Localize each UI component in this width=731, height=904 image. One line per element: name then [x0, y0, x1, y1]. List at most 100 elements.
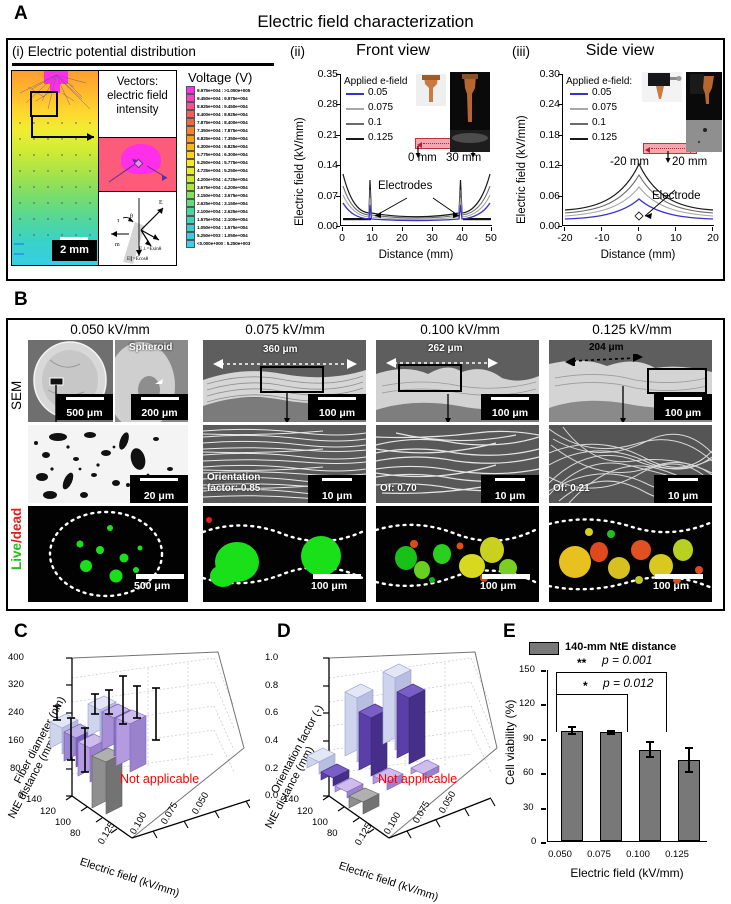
colorbar-row-12: 3.675e+004 : 4.200e+004 — [186, 183, 286, 192]
colorbar-swatch-19 — [186, 239, 195, 248]
voltage-colorbar: Voltage (V) 9.975e+004 : >1.050e+005 9.45… — [186, 70, 286, 266]
panel-c-ytick-5: 400 — [8, 652, 24, 663]
vectors-caption: Vectors: electric field intensity — [98, 71, 176, 137]
colorbar-range-0: 9.975e+004 : >1.050e+005 — [197, 87, 251, 93]
chart-iii-ytick-0: 0.00 — [539, 220, 560, 232]
panel-d-ytick-1: 0.2 — [265, 763, 279, 774]
colorbar-swatch-6 — [186, 134, 195, 143]
colorbar-swatch-4 — [186, 118, 195, 127]
roi-box-1 — [260, 366, 324, 393]
chart-iii-xtick-0: -20 — [557, 232, 573, 244]
panel-e-ytick-4: 120 — [519, 698, 535, 709]
errorbar-0075 — [607, 730, 614, 735]
panel-e-legend-label: 140-mm NtE distance — [565, 641, 677, 653]
width-arrow-2 — [386, 358, 498, 368]
colorbar-range-19: <0.000e+000 : 5.250e+003 — [197, 241, 251, 247]
orientation-factor-note-1: Orientation factor: 0.85 — [207, 472, 261, 494]
panel-d-axes-and-bars — [306, 651, 498, 839]
chart-ii-legend-swatch-3 — [346, 138, 364, 140]
bar-0100 — [639, 750, 661, 841]
colorbar-range-4: 7.875e+004 : 8.400e+004 — [197, 119, 248, 125]
chart-iii-plot-area — [562, 74, 714, 226]
colorbar-swatch-8 — [186, 150, 195, 159]
bar-d-80-0125 — [348, 787, 380, 815]
panel-e-ytick-5: 150 — [519, 664, 535, 675]
panel-c-ztick-0: 140 — [26, 794, 42, 805]
chart-ii-legend-label-0: 0.05 — [368, 87, 388, 98]
colorbar-range-10: 4.725e+004 : 5.250e+004 — [197, 168, 248, 174]
livedead-scalebar-label-1: 100 μm — [311, 580, 348, 592]
scalebar-line — [60, 237, 88, 241]
zoom-scalebar-3: 10 μm — [654, 475, 712, 503]
sem-overview-img-0a: 500 μm — [28, 340, 113, 422]
significance-p-2: p = 0.012 — [603, 676, 654, 690]
scalebar-0b: 200 μm — [131, 394, 188, 420]
panel-d-orientation-factor-3d-chart: D Orientation factor (-) NtE distance (m… — [245, 620, 498, 904]
colorbar-range-15: 2.100e+004 : 2.625e+004 — [197, 208, 248, 214]
sem-zoom-img-2: Of: 0.70 10 μm — [376, 425, 539, 503]
chart-iii-legend-swatch-2 — [570, 123, 588, 125]
colorbar-row-8: 5.775e+004 : 6.300e+004 — [186, 150, 286, 159]
chart-iii-annot-minus20mm: -20 mm — [610, 156, 649, 168]
panel-b-col-header-3: 0.125 kV/mm — [592, 322, 672, 337]
colorbar-row-16: 1.575e+004 : 2.100e+004 — [186, 215, 286, 224]
chart-iii-distance-tick — [665, 151, 671, 163]
chart-ii-legend-swatch-2 — [346, 123, 364, 125]
chart-ii-legend-label-2: 0.1 — [368, 117, 382, 128]
zoom-region-box — [30, 91, 58, 117]
colorbar-swatch-13 — [186, 191, 195, 200]
potential-field-map: 2 mm — [12, 71, 98, 265]
sem-zoom-img-0: 20 μm — [28, 425, 188, 503]
chart-iii-xtick-2: 0 — [636, 232, 642, 244]
chart-ii-xlabel: Distance (mm) — [378, 249, 454, 261]
chart-iii-curves — [564, 162, 714, 221]
panel-b-col-header-1: 0.075 kV/mm — [245, 322, 325, 337]
svg-text:E: E — [159, 200, 163, 206]
roi-box-3 — [647, 368, 707, 394]
bar-d-100-0125 — [334, 777, 364, 799]
vector-decomposition-diagram: E θ τ m E⊥=Esinθ E∥=Ecosθ — [98, 191, 176, 265]
panel-d-ytick-0: 0.0 — [265, 790, 279, 801]
side-view-chart: Electric field (kV/mm) 0.30 0.24 0.18 0.… — [512, 66, 722, 271]
width-label-2: 262 μm — [428, 343, 463, 354]
panel-b-sem-livedead: B 0.050 kV/mm 0.075 kV/mm 0.100 kV/mm 0.… — [0, 290, 731, 620]
panel-c-ztick-2: 100 — [55, 817, 71, 828]
electric-potential-distribution-image: 2 mm Vectors: electric field intensity — [11, 70, 177, 266]
colorbar-swatch-0 — [186, 86, 195, 95]
panel-d-not-applicable: Not applicable — [378, 772, 458, 786]
bar-d-100-0100 — [372, 767, 404, 791]
chart-ii-nozzle-illustration — [416, 74, 446, 106]
panel-e-ytick-1: 30 — [523, 802, 534, 813]
bar-d-120-0100 — [358, 703, 388, 777]
colorbar-range-9: 5.250e+004 : 5.775e+004 — [197, 160, 248, 166]
livedead-img-0: 500 μm — [28, 506, 188, 602]
panel-e-xtick-3: 0.125 — [665, 849, 689, 860]
colorbar-range-7: 6.300e+004 : 6.825e+004 — [197, 144, 248, 150]
panel-c-fiber-diameter-3d-chart: C Fiber diameter (nm) NtE distance (mm) … — [0, 620, 250, 900]
panel-e-ytick-2: 60 — [523, 767, 534, 778]
colorbar-row-7: 6.300e+004 : 6.825e+004 — [186, 142, 286, 151]
sem-zoom-img-3: Of: 0.21 10 μm — [549, 425, 712, 503]
bar-d-140-0125 — [306, 747, 336, 775]
chart-iii-legend-label-3: 0.125 — [592, 132, 618, 143]
chart-ii-xtick-3: 30 — [426, 232, 438, 244]
zoom-scalebar-0: 20 μm — [130, 475, 188, 503]
panel-e-letter: E — [503, 621, 516, 642]
chart-iii-legend-swatch-0 — [570, 93, 588, 95]
vectors-inset-column: Vectors: electric field intensity — [97, 71, 176, 265]
scalebar-3: 100 μm — [654, 394, 712, 420]
panel-d-ytick-3: 0.6 — [265, 707, 279, 718]
width-arrow-3 — [565, 354, 643, 366]
chart-ii-ytick-3: 0.21 — [317, 129, 338, 141]
livedead-scalebar-line-0 — [136, 574, 184, 579]
colorbar-swatch-17 — [186, 223, 195, 232]
bar-d-100-0075 — [410, 759, 440, 781]
colorbar-row-13: 3.150e+004 : 3.675e+004 — [186, 191, 286, 200]
vector-decomposition-svg: E θ τ m E⊥=Esinθ E∥=Ecosθ — [110, 198, 164, 264]
colorbar-swatch-3 — [186, 110, 195, 119]
colorbar-row-2: 8.925e+004 : 9.450e+004 — [186, 102, 286, 111]
scalebar-2: 100 μm — [481, 394, 539, 420]
colorbar-swatch-10 — [186, 166, 195, 176]
chart-iii-legend-swatch-1 — [570, 108, 588, 110]
svg-text:m: m — [115, 242, 120, 248]
